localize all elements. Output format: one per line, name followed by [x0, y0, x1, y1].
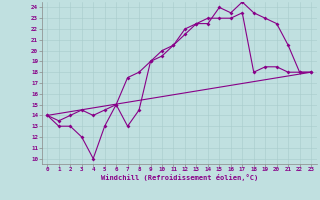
X-axis label: Windchill (Refroidissement éolien,°C): Windchill (Refroidissement éolien,°C) [100, 174, 258, 181]
